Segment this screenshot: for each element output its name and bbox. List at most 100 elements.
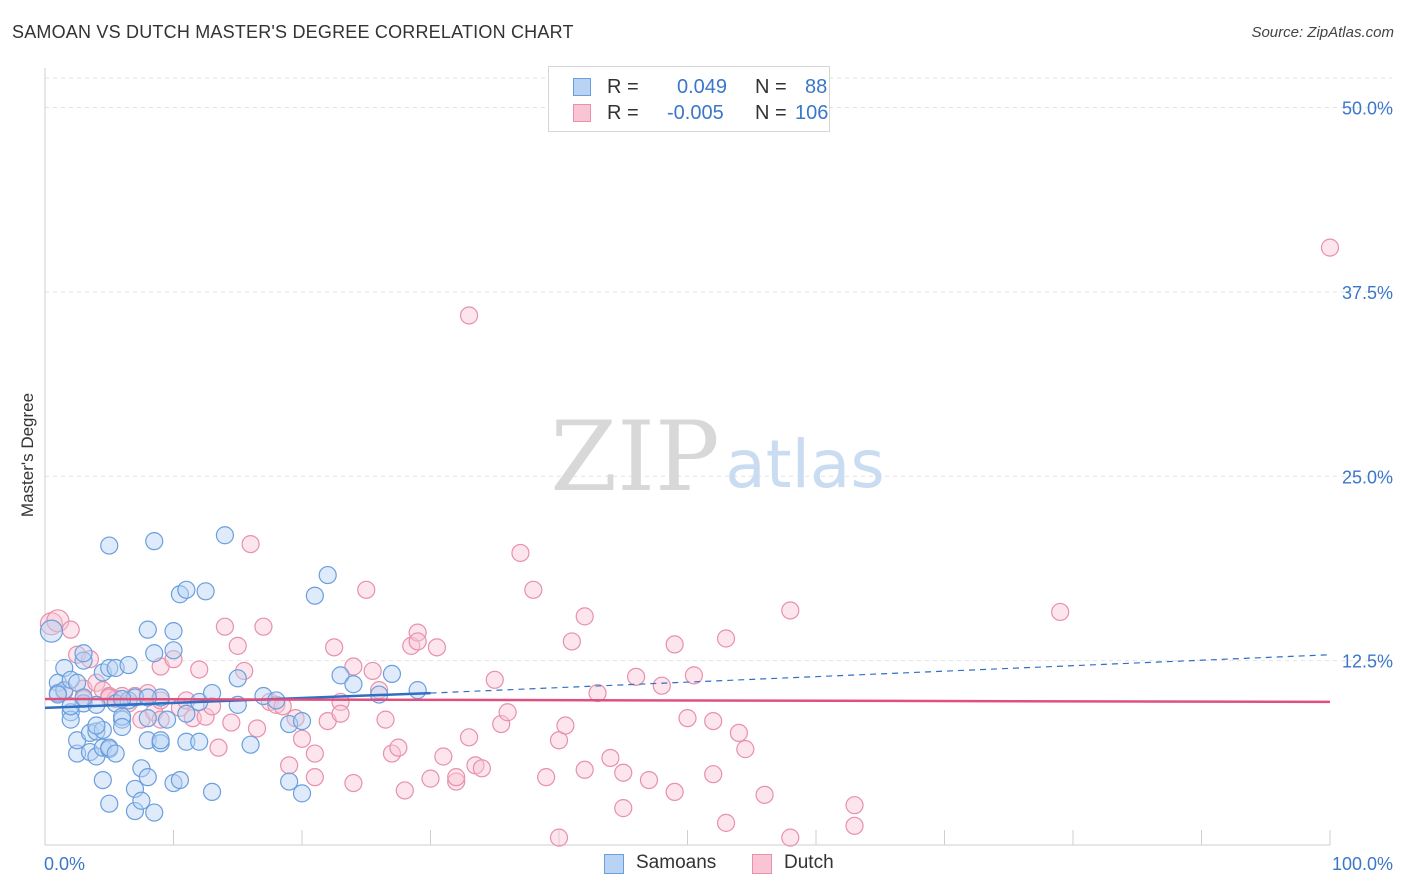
dutch-point <box>537 768 556 787</box>
legend-r-value: -0.005 <box>667 102 724 124</box>
samoans-point <box>190 732 209 751</box>
dutch-point <box>389 738 408 757</box>
dutch-point <box>447 772 466 791</box>
samoans-point <box>100 658 119 678</box>
dutch-point <box>781 601 800 620</box>
samoans-point <box>215 526 234 545</box>
samoans-point <box>74 651 93 670</box>
samoans-point <box>344 675 363 694</box>
dutch-point <box>684 666 704 685</box>
samoans-point <box>138 688 157 707</box>
legend-swatch-samoans <box>573 78 591 96</box>
dutch-point <box>459 728 479 747</box>
dutch-point <box>665 635 684 654</box>
dutch-point <box>305 768 324 787</box>
legend-n-label: N = <box>755 102 787 124</box>
dutch-point <box>447 768 466 787</box>
y-tick-label: 25.0% <box>1342 467 1393 487</box>
dutch-point <box>235 661 254 681</box>
dutch-point <box>524 580 543 599</box>
dutch-point <box>190 660 209 679</box>
dutch-point <box>1320 238 1340 257</box>
dutch-point <box>434 747 453 766</box>
samoans-point <box>93 770 112 790</box>
samoans-point <box>125 801 145 821</box>
dutch-point <box>755 785 774 804</box>
dutch-trend-line <box>44 697 1331 704</box>
samoans-point <box>125 779 145 799</box>
trend-lines <box>44 654 1331 710</box>
dutch-point <box>472 759 491 778</box>
legend-r-value: 0.049 <box>677 76 728 98</box>
samoans-point <box>39 619 64 643</box>
dutch-point <box>639 770 659 790</box>
dutch-point <box>427 638 447 657</box>
dutch-point <box>845 796 864 815</box>
correlation-legend: R = 0.049 N = 88 R = -0.005 N = 106 <box>548 66 830 132</box>
dutch-point <box>376 710 395 729</box>
dutch-points <box>39 238 1340 847</box>
bottom-legend-swatch-samoans <box>604 854 624 874</box>
dutch-point <box>492 714 511 734</box>
legend-n-label: N = <box>755 76 787 98</box>
legend-n-value: 106 <box>795 102 829 124</box>
dutch-point <box>678 709 697 728</box>
samoans-point <box>202 782 222 802</box>
dutch-point <box>344 657 363 676</box>
dutch-point <box>305 744 324 763</box>
samoans-point <box>138 709 157 728</box>
y-axis-label: Master's Degree <box>18 392 37 518</box>
samoans-point <box>170 770 190 790</box>
samoans-point <box>112 707 132 726</box>
samoans-point <box>164 641 183 660</box>
samoans-point <box>87 716 106 735</box>
dutch-point <box>363 661 382 681</box>
dutch-point <box>498 703 517 722</box>
legend-r-label: R = <box>607 76 639 98</box>
samoans-point <box>292 784 312 803</box>
dutch-point <box>325 638 344 657</box>
samoans-point <box>177 732 196 751</box>
dutch-point <box>588 683 607 703</box>
dutch-point <box>736 740 755 759</box>
samoans-point <box>74 644 93 663</box>
source-label: Source: ZipAtlas.com <box>1251 24 1394 41</box>
samoans-trend-projection <box>430 654 1331 694</box>
dutch-point <box>485 670 504 689</box>
samoans-point <box>292 711 312 731</box>
dutch-point <box>652 676 671 695</box>
dutch-point <box>241 534 260 554</box>
dutch-point <box>344 773 363 793</box>
samoans-point <box>119 655 138 675</box>
dutch-point <box>61 620 80 639</box>
watermark-zip: ZIP <box>550 401 719 513</box>
dutch-point <box>247 719 267 738</box>
dutch-point <box>575 760 594 779</box>
dutch-point <box>228 636 247 655</box>
samoans-point <box>408 681 427 700</box>
samoans-point <box>305 586 324 605</box>
samoans-point <box>151 688 170 707</box>
dutch-point <box>87 673 106 692</box>
bottom-legend-swatch-dutch <box>752 854 772 874</box>
x-tick-label: 0.0% <box>44 854 85 874</box>
dutch-point <box>215 617 234 636</box>
samoans-point <box>145 803 164 822</box>
samoans-point <box>145 644 164 663</box>
dutch-point <box>781 828 800 847</box>
watermark-atlas: atlas <box>725 426 885 503</box>
y-tick-label: 12.5% <box>1342 652 1393 672</box>
dutch-point <box>626 667 646 686</box>
tick-labels: 12.5% 25.0% 37.5% 50.0% 0.0% 100.0% <box>44 99 1393 875</box>
dutch-point <box>556 716 575 735</box>
samoans-point <box>280 772 299 791</box>
dutch-point <box>459 306 479 325</box>
dutch-point <box>280 756 299 775</box>
dutch-point <box>408 632 427 651</box>
dutch-point <box>39 612 64 636</box>
samoans-point <box>241 735 260 754</box>
dutch-point <box>511 543 530 563</box>
samoans-point <box>196 582 215 601</box>
dutch-point <box>421 769 440 788</box>
samoans-point <box>106 744 125 763</box>
